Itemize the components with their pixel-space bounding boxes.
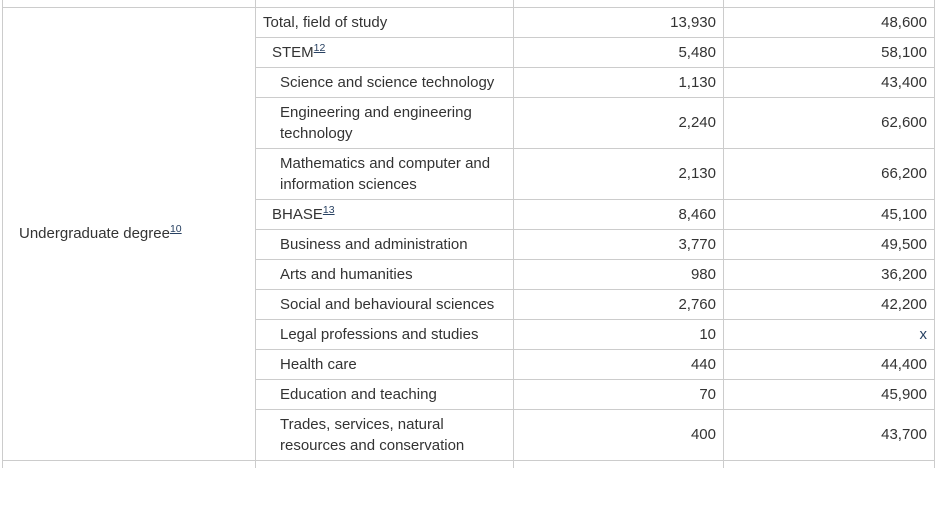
- partial-row-above: [2, 0, 935, 8]
- field-label: Engineering and engineering technology: [280, 103, 472, 142]
- field-label: Trades, services, natural resources and …: [280, 415, 465, 454]
- field-label-cell: Mathematics and computer and information…: [255, 147, 514, 200]
- field-label: Arts and humanities: [280, 265, 413, 283]
- field-label: Legal professions and studies: [280, 325, 479, 343]
- field-label-cell: Arts and humanities: [255, 258, 514, 290]
- count-cell: 2,240: [513, 96, 724, 149]
- partial-cell: [723, 0, 935, 8]
- count-cell: 10: [513, 318, 724, 350]
- table-row: Trades, services, natural resources and …: [3, 408, 935, 461]
- partial-cell: [2, 459, 256, 468]
- count-cell: 5,480: [513, 36, 724, 68]
- field-label-cell: Legal professions and studies: [255, 318, 514, 350]
- table-row: Mathematics and computer and information…: [3, 147, 935, 200]
- field-label: Social and behavioural sciences: [280, 295, 495, 313]
- table-row: Science and science technology 1,130 43,…: [3, 66, 935, 98]
- table-row: Undergraduate degree10 Total, field of st…: [2, 6, 935, 461]
- field-label: Mathematics and computer and information…: [280, 154, 491, 193]
- footnote-superscript: 10: [170, 221, 182, 235]
- count-cell: 2,760: [513, 288, 724, 320]
- partial-row-below: [2, 459, 935, 468]
- footnote-link[interactable]: 12: [313, 41, 326, 54]
- table-row: Education and teaching 70 45,900: [3, 378, 935, 410]
- value-cell: 58,100: [723, 36, 935, 68]
- table-row: Legal professions and studies 10 x: [3, 318, 935, 350]
- table-row: Social and behavioural sciences 2,760 42…: [3, 288, 935, 320]
- field-label: Business and administration: [280, 235, 468, 253]
- value-cell: 43,700: [723, 408, 935, 461]
- partial-cell: [255, 459, 514, 468]
- field-label: Education and teaching: [280, 385, 437, 403]
- table-row: Arts and humanities 980 36,200: [3, 258, 935, 290]
- row-group-label: Undergraduate degree: [19, 225, 170, 242]
- field-label-cell: Total, field of study: [255, 6, 514, 38]
- partial-cell: [255, 0, 514, 8]
- table-row: BHASE13 8,460 45,100: [3, 198, 935, 230]
- footnote-link[interactable]: 13: [322, 203, 335, 216]
- partial-cell: [513, 0, 724, 8]
- count-cell: 1,130: [513, 66, 724, 98]
- field-label: Health care: [280, 355, 357, 373]
- value-cell: 42,200: [723, 288, 935, 320]
- field-label-cell: Business and administration: [255, 228, 514, 260]
- count-cell: 3,770: [513, 228, 724, 260]
- field-label: STEM: [272, 43, 314, 61]
- value-cell: 48,600: [723, 6, 935, 38]
- field-of-study-table: Undergraduate degree10 Total, field of st…: [2, 0, 935, 468]
- footnote-10-link[interactable]: 10: [169, 223, 182, 235]
- count-cell: 70: [513, 378, 724, 410]
- count-cell: 8,460: [513, 198, 724, 230]
- count-cell: 440: [513, 348, 724, 380]
- field-label: Science and science technology: [280, 73, 495, 91]
- row-group-header-cell: Undergraduate degree10: [2, 6, 256, 461]
- table-row: STEM12 5,480 58,100: [3, 36, 935, 68]
- partial-cell: [2, 0, 256, 8]
- value-cell: 45,900: [723, 378, 935, 410]
- field-label-cell: STEM12: [255, 36, 514, 68]
- value-cell: 49,500: [723, 228, 935, 260]
- field-label-cell: Health care: [255, 348, 514, 380]
- footnote-superscript: 13: [323, 202, 335, 216]
- field-label-cell: Social and behavioural sciences: [255, 288, 514, 320]
- field-label-cell: Science and science technology: [255, 66, 514, 98]
- value-cell: 43,400: [723, 66, 935, 98]
- partial-cell: [723, 459, 935, 468]
- footnote-superscript: 12: [314, 40, 326, 54]
- field-label-cell: BHASE13: [255, 198, 514, 230]
- count-cell: 980: [513, 258, 724, 290]
- value-cell[interactable]: x: [723, 318, 935, 350]
- field-label-cell: Engineering and engineering technology: [255, 96, 514, 149]
- partial-cell: [513, 459, 724, 468]
- field-label-cell: Education and teaching: [255, 378, 514, 410]
- count-cell: 13,930: [513, 6, 724, 38]
- field-label-cell: Trades, services, natural resources and …: [255, 408, 514, 461]
- count-cell: 2,130: [513, 147, 724, 200]
- value-cell: 45,100: [723, 198, 935, 230]
- field-label: Total, field of study: [263, 13, 388, 31]
- value-cell: 62,600: [723, 96, 935, 149]
- value-cell: 44,400: [723, 348, 935, 380]
- value-cell: 66,200: [723, 147, 935, 200]
- field-label: BHASE: [272, 205, 323, 223]
- count-cell: 400: [513, 408, 724, 461]
- value-cell: 36,200: [723, 258, 935, 290]
